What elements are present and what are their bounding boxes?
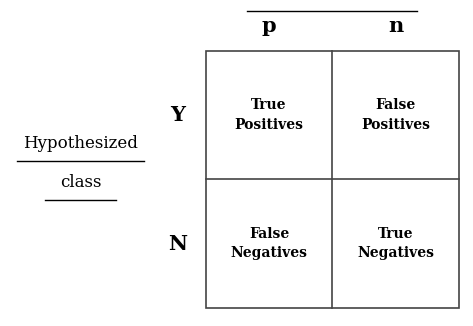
Text: True class: True class bbox=[286, 0, 379, 3]
Text: False
Positives: False Positives bbox=[361, 98, 430, 132]
Text: n: n bbox=[388, 16, 403, 36]
Text: True
Negatives: True Negatives bbox=[357, 227, 434, 260]
Text: Hypothesized: Hypothesized bbox=[23, 135, 138, 152]
Text: p: p bbox=[262, 16, 276, 36]
Text: True
Positives: True Positives bbox=[235, 98, 304, 132]
Text: False
Negatives: False Negatives bbox=[230, 227, 307, 260]
Text: Y: Y bbox=[170, 105, 185, 125]
Text: N: N bbox=[168, 234, 187, 254]
Text: class: class bbox=[60, 174, 101, 191]
